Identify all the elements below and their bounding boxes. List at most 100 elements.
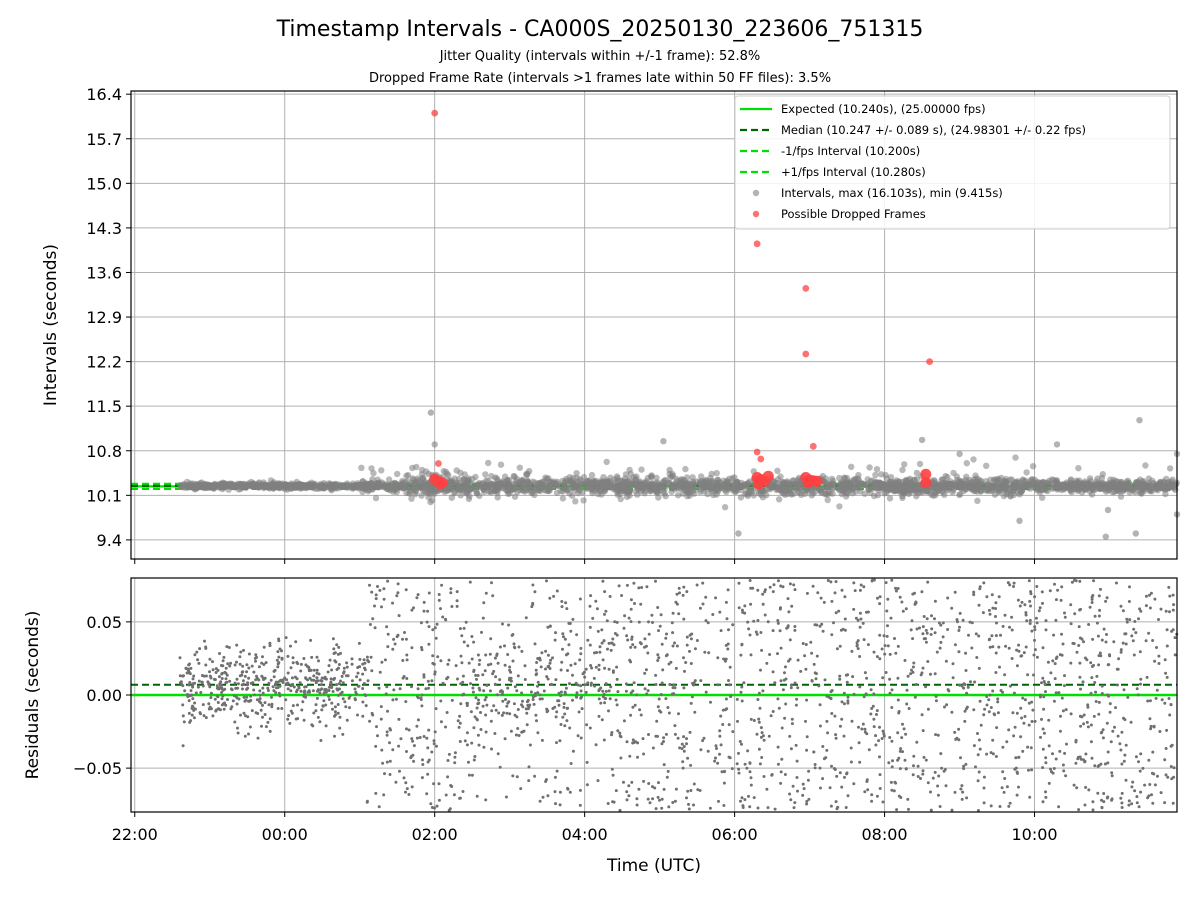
residual-point — [1172, 766, 1176, 770]
residual-point — [388, 727, 392, 731]
residual-point — [589, 594, 593, 598]
residual-point — [505, 711, 509, 715]
residual-point — [719, 714, 723, 718]
interval-point — [1132, 530, 1140, 537]
residual-point — [286, 671, 290, 675]
residual-point — [515, 715, 519, 719]
residual-point — [1041, 727, 1045, 731]
residual-point — [1021, 696, 1025, 700]
residual-point — [930, 614, 933, 618]
residual-point — [215, 684, 219, 688]
residual-point — [657, 781, 660, 785]
residual-point — [779, 770, 783, 774]
residual-point — [464, 620, 468, 624]
residual-point — [615, 620, 619, 624]
residual-point — [532, 702, 536, 706]
residual-point — [1131, 639, 1135, 643]
interval-point — [775, 496, 783, 503]
residual-point — [909, 628, 913, 632]
residual-point — [433, 670, 437, 674]
residual-point — [333, 651, 337, 655]
residual-point — [1135, 795, 1139, 799]
interval-point — [957, 481, 965, 488]
residual-point — [302, 694, 306, 698]
residual-point — [727, 628, 730, 632]
residual-point — [214, 667, 218, 671]
interval-point — [1086, 475, 1094, 482]
intervals-axes-frame — [130, 90, 1178, 560]
residual-point — [615, 703, 619, 707]
residual-point — [695, 583, 699, 587]
residual-point — [1095, 674, 1099, 678]
residual-point — [208, 705, 212, 709]
residual-point — [577, 710, 581, 714]
residual-point — [846, 794, 850, 798]
residual-point — [467, 661, 471, 665]
interval-point — [217, 482, 224, 489]
interval-point — [1100, 480, 1108, 487]
residual-point — [1047, 781, 1051, 785]
residual-point — [689, 701, 693, 705]
residual-point — [757, 691, 761, 695]
residual-point — [962, 764, 966, 768]
interval-point — [458, 481, 466, 489]
residual-point — [785, 626, 789, 630]
residual-point — [448, 807, 452, 811]
residual-point — [192, 674, 196, 678]
residual-point — [987, 710, 991, 714]
residual-point — [929, 633, 933, 636]
residual-point — [687, 802, 690, 806]
residual-point — [739, 653, 743, 657]
residual-point — [1028, 618, 1032, 622]
interval-point — [978, 487, 985, 495]
residual-point — [1044, 795, 1048, 799]
residual-point — [714, 596, 718, 600]
residual-point — [662, 763, 666, 767]
residual-point — [609, 648, 613, 652]
interval-point — [1007, 493, 1014, 500]
residual-point — [1041, 601, 1044, 605]
residual-point — [910, 619, 914, 623]
interval-point — [881, 490, 888, 497]
residual-point — [1046, 660, 1050, 664]
residual-point — [776, 697, 780, 701]
residual-point — [911, 670, 915, 674]
residual-point — [204, 674, 208, 678]
residual-point — [727, 723, 731, 727]
residual-point — [1100, 806, 1104, 810]
residual-point — [482, 601, 486, 605]
residual-point — [1028, 622, 1032, 625]
residual-point — [277, 661, 281, 665]
residual-point — [682, 585, 686, 589]
residual-point — [504, 795, 508, 799]
residual-point — [495, 654, 499, 657]
residual-point — [496, 661, 500, 665]
interval-point — [944, 487, 951, 494]
residual-point — [226, 662, 230, 666]
residual-point — [840, 588, 844, 592]
residual-point — [1059, 714, 1062, 718]
residual-point — [535, 672, 539, 676]
residual-point — [749, 783, 753, 787]
residual-point — [374, 791, 378, 795]
residual-point — [1127, 803, 1131, 807]
residual-point — [553, 775, 557, 779]
residual-point — [544, 778, 548, 782]
residual-point — [429, 802, 433, 806]
residual-point — [1007, 646, 1011, 650]
residual-point — [1030, 768, 1034, 772]
residual-point — [520, 730, 524, 734]
interval-point — [655, 494, 662, 501]
residual-point — [962, 682, 966, 686]
interval-point — [659, 484, 666, 491]
residual-point — [598, 687, 602, 691]
residual-point — [1074, 740, 1078, 744]
residual-point — [197, 661, 201, 665]
residual-point — [457, 725, 461, 729]
residual-point — [647, 782, 651, 785]
residual-point — [1064, 708, 1068, 712]
residual-point — [796, 658, 800, 662]
residual-point — [369, 655, 373, 659]
residual-point — [338, 687, 341, 691]
interval-point — [463, 490, 470, 497]
